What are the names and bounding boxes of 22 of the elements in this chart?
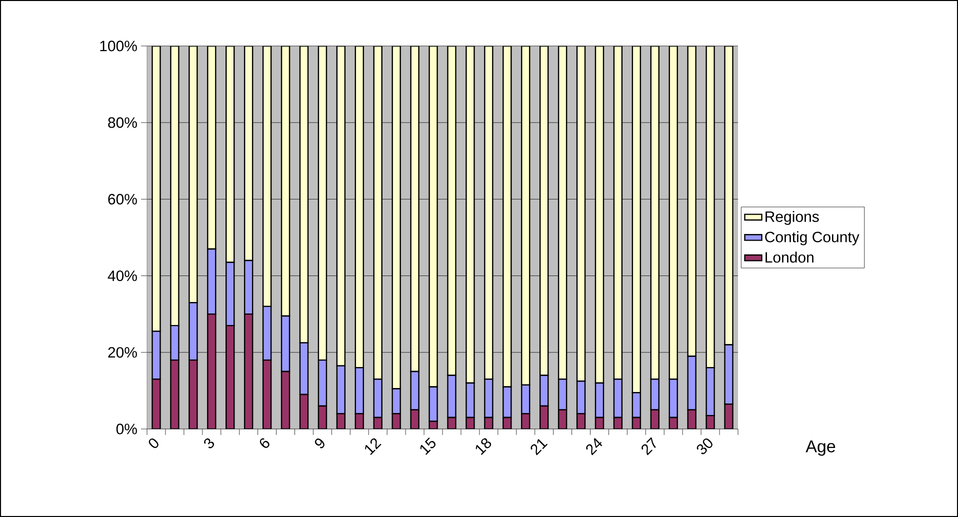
x-tick-label: 18 — [476, 438, 492, 455]
y-tick-label: 100% — [100, 40, 137, 52]
x-tick-label: 3 — [204, 438, 214, 448]
bar — [170, 324, 180, 361]
legend-label: Contig County — [765, 231, 860, 246]
legend-label: Regions — [766, 210, 819, 225]
x-tick-label: 9 — [314, 438, 324, 448]
x-axis-title: Age — [806, 440, 836, 456]
x-tick-label: 30 — [696, 438, 712, 454]
y-tick-label: 20% — [108, 347, 137, 358]
y-tick-label: 80% — [108, 117, 137, 128]
x-tick-label: 0 — [148, 438, 158, 448]
legend-label: London — [766, 252, 814, 263]
x-tick-label: 27 — [642, 437, 656, 456]
x-tick-label: 21 — [530, 439, 548, 456]
x-tick-label: 12 — [365, 438, 382, 455]
y-tick-label: 40% — [108, 270, 137, 282]
x-tick-label: 24 — [586, 438, 602, 456]
x-tick-label: 6 — [260, 438, 270, 448]
y-tick-label: 0% — [116, 424, 137, 434]
x-tick-label: 15 — [420, 437, 436, 455]
y-tick-label: 60% — [108, 194, 137, 204]
